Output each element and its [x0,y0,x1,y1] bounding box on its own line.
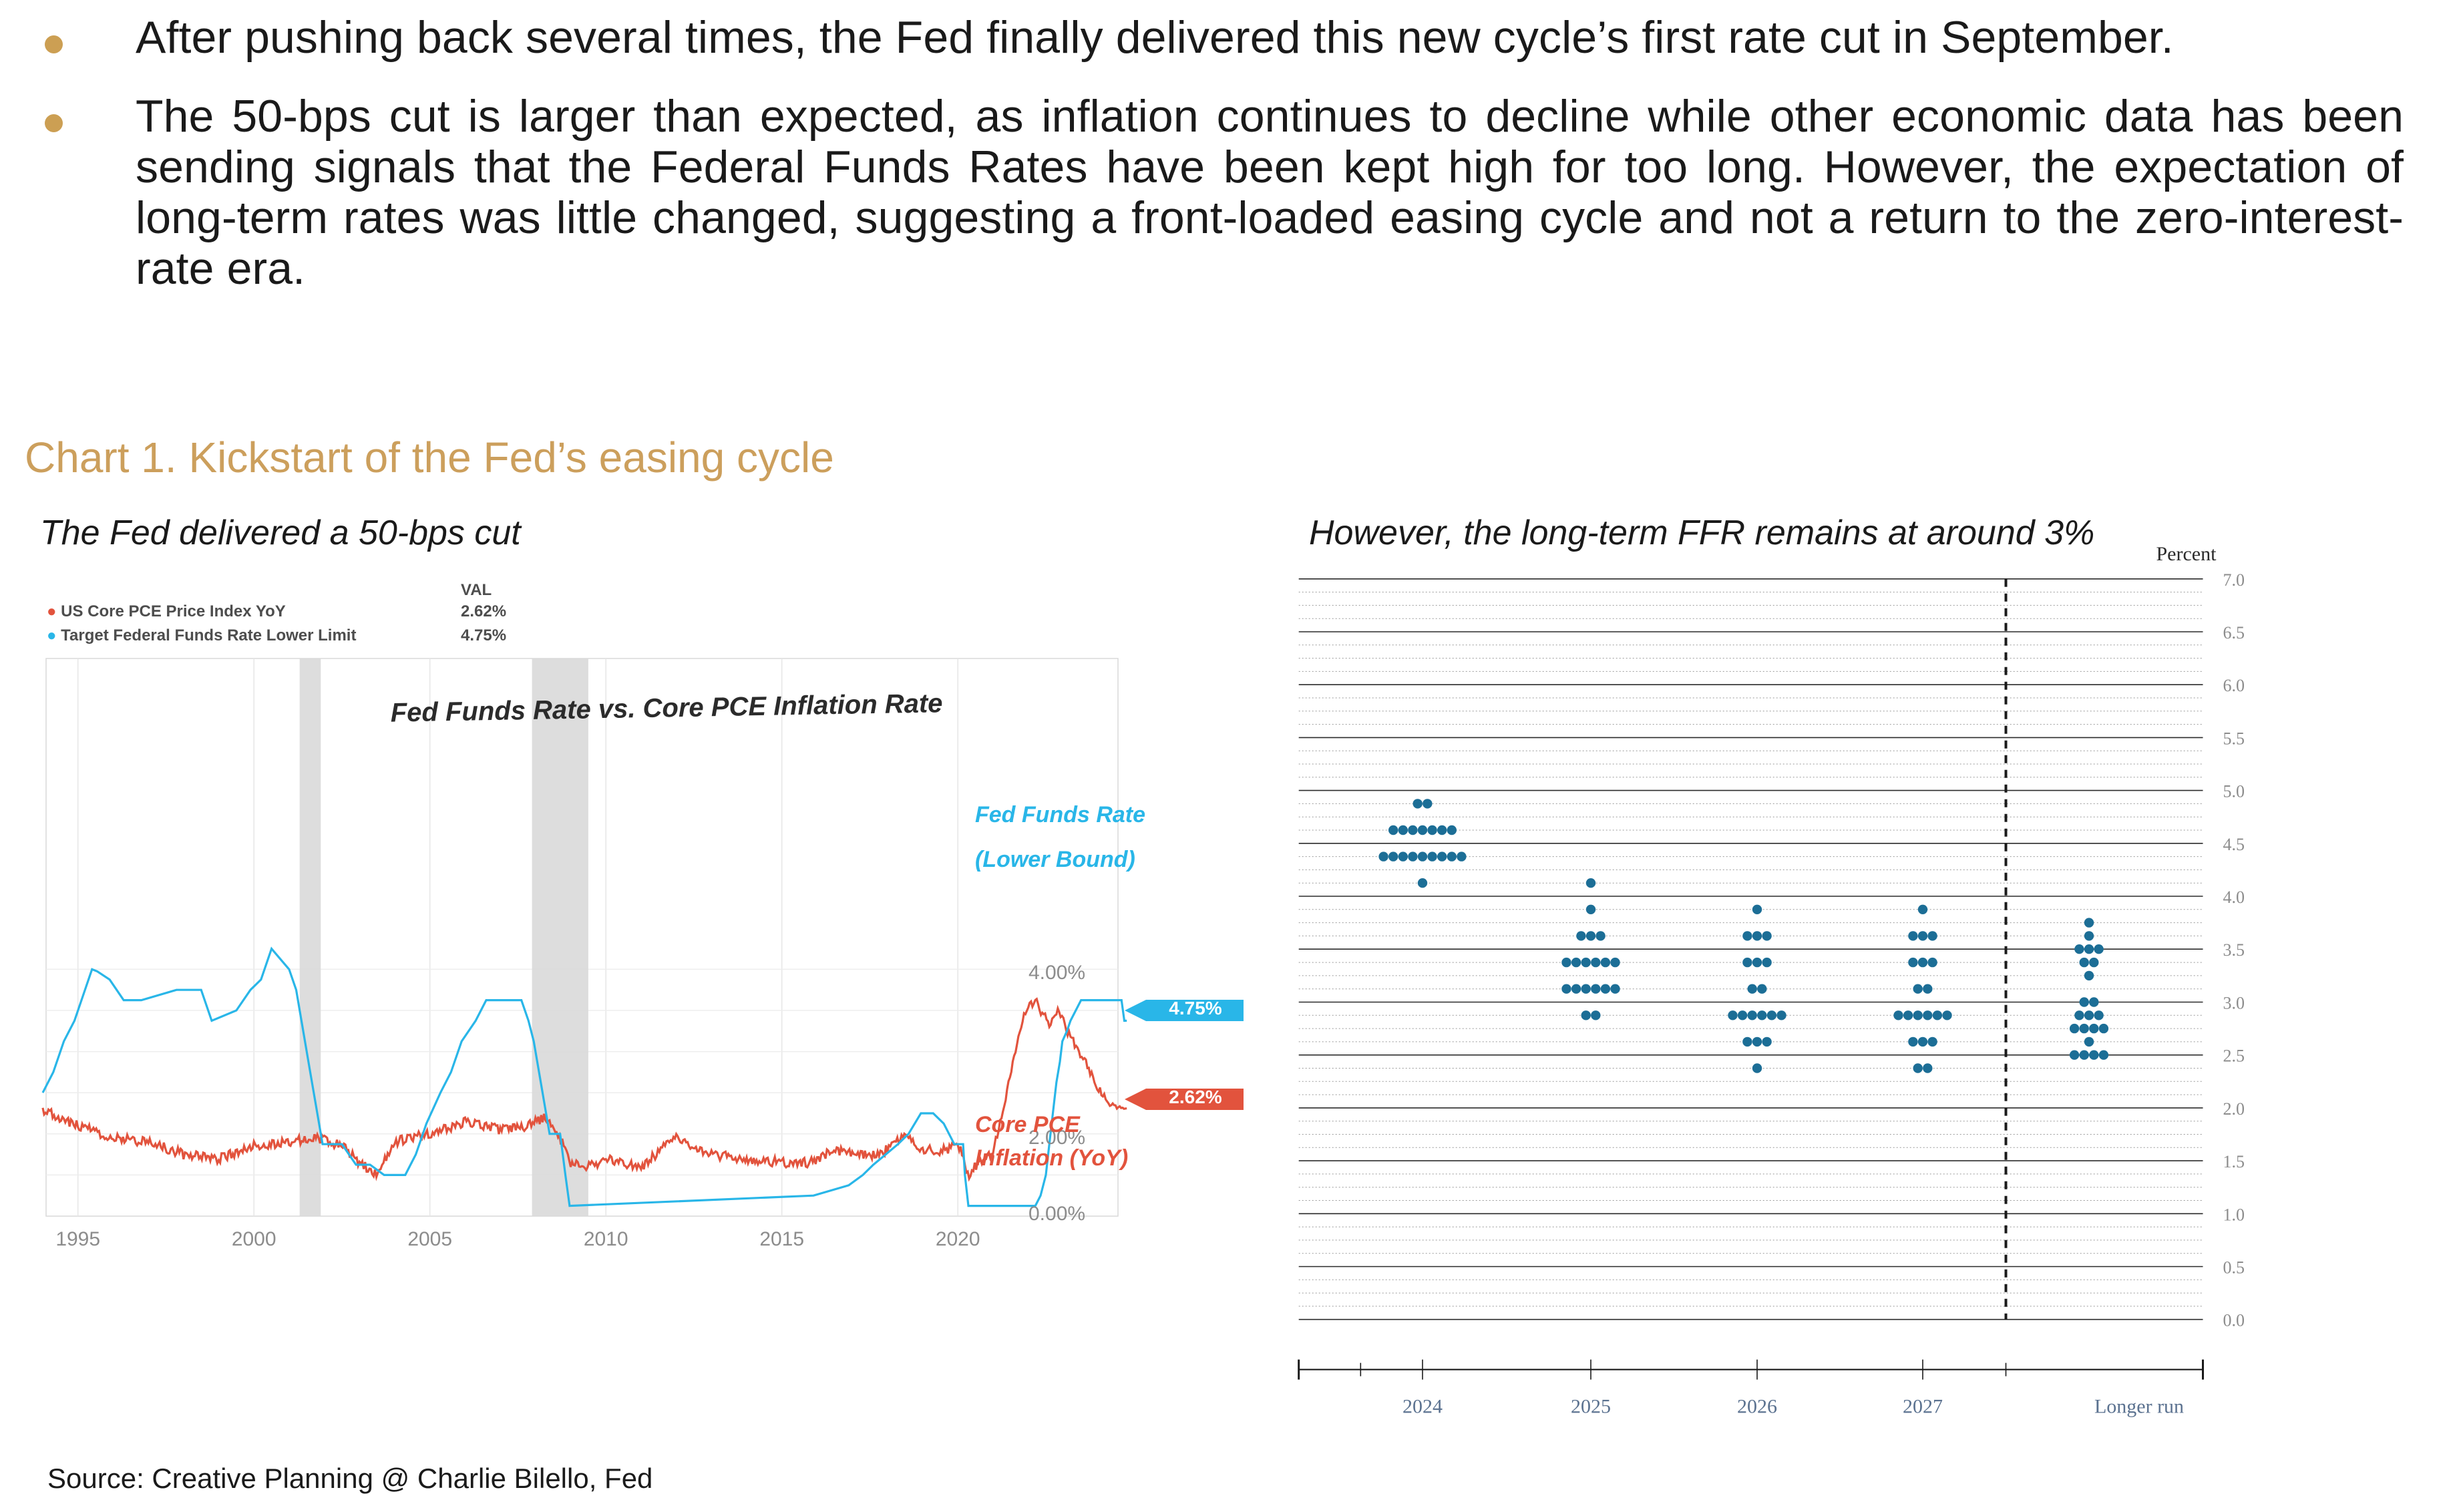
svg-text:0.0: 0.0 [2223,1311,2245,1330]
svg-text:2025: 2025 [1571,1396,1611,1418]
svg-text:4.0: 4.0 [2223,888,2245,907]
svg-text:1.5: 1.5 [2223,1152,2245,1171]
svg-text:0.5: 0.5 [2223,1258,2245,1278]
svg-text:6.0: 6.0 [2223,676,2245,695]
svg-text:2026: 2026 [1737,1396,1777,1418]
svg-text:Longer run: Longer run [2094,1396,2184,1418]
svg-text:3.0: 3.0 [2223,994,2245,1013]
svg-text:2.0: 2.0 [2223,1099,2245,1119]
svg-text:2024: 2024 [1402,1396,1443,1418]
svg-text:1.0: 1.0 [2223,1205,2245,1224]
svg-text:4.5: 4.5 [2223,835,2245,854]
svg-text:2027: 2027 [1903,1396,1943,1418]
svg-text:6.5: 6.5 [2223,623,2245,642]
svg-text:Percent: Percent [2156,543,2217,565]
svg-text:5.0: 5.0 [2223,782,2245,801]
svg-text:2.5: 2.5 [2223,1047,2245,1066]
svg-text:3.5: 3.5 [2223,940,2245,960]
svg-text:7.0: 7.0 [2223,570,2245,590]
svg-text:5.5: 5.5 [2223,729,2245,748]
